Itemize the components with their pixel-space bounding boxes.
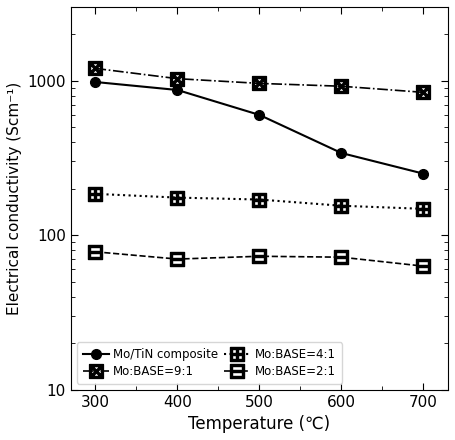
Mo:BASE=4:1 (93, 191, 98, 197)
Mo:BASE=9:1 (257, 81, 262, 86)
Mo:BASE=4:1 (421, 206, 426, 212)
Mo:BASE=9:1 (339, 84, 344, 89)
Line: Mo:BASE=2:1: Mo:BASE=2:1 (89, 245, 430, 273)
Mo:BASE=2:1 (421, 264, 426, 269)
Mo/TiN composite (175, 88, 180, 93)
Line: Mo:BASE=9:1: Mo:BASE=9:1 (89, 62, 430, 99)
Line: Mo:BASE=4:1: Mo:BASE=4:1 (89, 187, 430, 216)
Mo/TiN composite (421, 171, 426, 176)
Mo/TiN composite (93, 79, 98, 84)
Mo/TiN composite (257, 112, 262, 117)
Mo:BASE=4:1 (175, 195, 180, 200)
Mo:BASE=2:1 (175, 257, 180, 262)
Mo:BASE=9:1 (93, 66, 98, 71)
X-axis label: Temperature (℃): Temperature (℃) (188, 415, 330, 433)
Line: Mo/TiN composite: Mo/TiN composite (91, 77, 428, 179)
Mo:BASE=9:1 (175, 76, 180, 81)
Legend: Mo/TiN composite, Mo:BASE=9:1, Mo:BASE=4:1, Mo:BASE=2:1: Mo/TiN composite, Mo:BASE=9:1, Mo:BASE=4… (77, 342, 342, 384)
Mo:BASE=9:1 (421, 90, 426, 95)
Y-axis label: Electrical conductivity (Scm⁻¹): Electrical conductivity (Scm⁻¹) (7, 82, 22, 315)
Mo/TiN composite (339, 150, 344, 156)
Mo:BASE=4:1 (339, 203, 344, 209)
Mo:BASE=2:1 (93, 249, 98, 254)
Mo:BASE=2:1 (339, 255, 344, 260)
Mo:BASE=2:1 (257, 253, 262, 259)
Mo:BASE=4:1 (257, 197, 262, 202)
